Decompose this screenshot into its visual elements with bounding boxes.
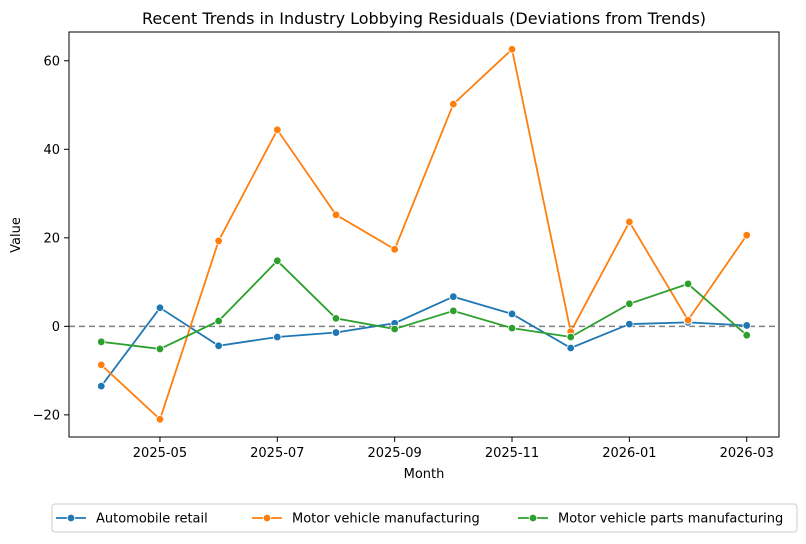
data-point bbox=[507, 45, 517, 54]
data-point bbox=[742, 230, 751, 240]
data-point bbox=[449, 306, 458, 316]
data-point bbox=[97, 381, 106, 391]
data-point bbox=[625, 299, 634, 308]
data-point bbox=[214, 341, 223, 351]
x-tick-label: 2025-07 bbox=[250, 446, 304, 461]
data-point bbox=[331, 314, 341, 323]
legend: Automobile retail Motor vehicle manufactu… bbox=[51, 503, 798, 533]
x-tick-label: 2026-03 bbox=[720, 446, 774, 461]
x-tick-label: 2025-05 bbox=[133, 446, 187, 461]
series-line bbox=[101, 259, 748, 350]
legend-label: Motor vehicle parts manufacturing bbox=[558, 512, 783, 527]
data-point bbox=[331, 328, 341, 337]
data-point bbox=[742, 321, 751, 330]
data-point bbox=[155, 303, 165, 312]
legend-marker bbox=[528, 513, 538, 523]
legend-item-3: Motor vehicle parts manufacturing bbox=[518, 512, 783, 527]
data-point bbox=[155, 415, 165, 424]
data-point bbox=[449, 292, 458, 301]
legend-box bbox=[51, 503, 798, 533]
y-tick-label: 40 bbox=[43, 143, 60, 158]
series-1 bbox=[97, 292, 751, 391]
data-point bbox=[390, 245, 399, 254]
legend-item-2: Motor vehicle manufacturing bbox=[252, 512, 480, 527]
data-point bbox=[742, 330, 751, 340]
y-tick-label: 60 bbox=[43, 54, 60, 69]
data-point bbox=[97, 337, 106, 347]
data-point bbox=[683, 279, 693, 289]
x-tick-label: 2025-09 bbox=[367, 446, 421, 461]
chart-title: Recent Trends in Industry Lobbying Resid… bbox=[142, 9, 706, 28]
data-point bbox=[683, 315, 693, 325]
data-point bbox=[214, 236, 223, 246]
x-axis-label: Month bbox=[404, 467, 445, 482]
y-axis-label: Value bbox=[9, 217, 24, 253]
y-tick-label: 0 bbox=[52, 320, 60, 335]
legend-label: Motor vehicle manufacturing bbox=[292, 512, 480, 527]
data-point bbox=[273, 256, 282, 266]
y-tick-label: −20 bbox=[33, 408, 60, 423]
series-line bbox=[100, 295, 747, 387]
data-point bbox=[625, 319, 634, 329]
legend-label: Automobile retail bbox=[96, 512, 208, 527]
data-point bbox=[566, 343, 575, 353]
legend-item-1: Automobile retail bbox=[56, 512, 208, 527]
data-point bbox=[507, 323, 517, 333]
data-point bbox=[273, 125, 282, 135]
data-point bbox=[273, 332, 282, 342]
y-tick-label: 20 bbox=[43, 231, 60, 246]
x-tick-label: 2025-11 bbox=[485, 446, 539, 461]
series-2 bbox=[97, 45, 751, 424]
data-point bbox=[625, 217, 634, 227]
legend-marker bbox=[66, 513, 76, 523]
series-3 bbox=[97, 256, 751, 354]
plot-frame bbox=[68, 31, 780, 438]
data-point bbox=[507, 309, 517, 319]
data-point bbox=[214, 316, 223, 326]
data-point bbox=[390, 324, 399, 334]
x-tick-label: 2026-01 bbox=[602, 446, 656, 461]
data-point bbox=[566, 332, 575, 342]
legend-marker bbox=[262, 513, 272, 523]
data-point bbox=[155, 344, 165, 354]
data-point bbox=[449, 99, 458, 109]
data-point bbox=[331, 210, 341, 220]
data-point bbox=[97, 360, 106, 370]
series-line bbox=[100, 47, 748, 421]
